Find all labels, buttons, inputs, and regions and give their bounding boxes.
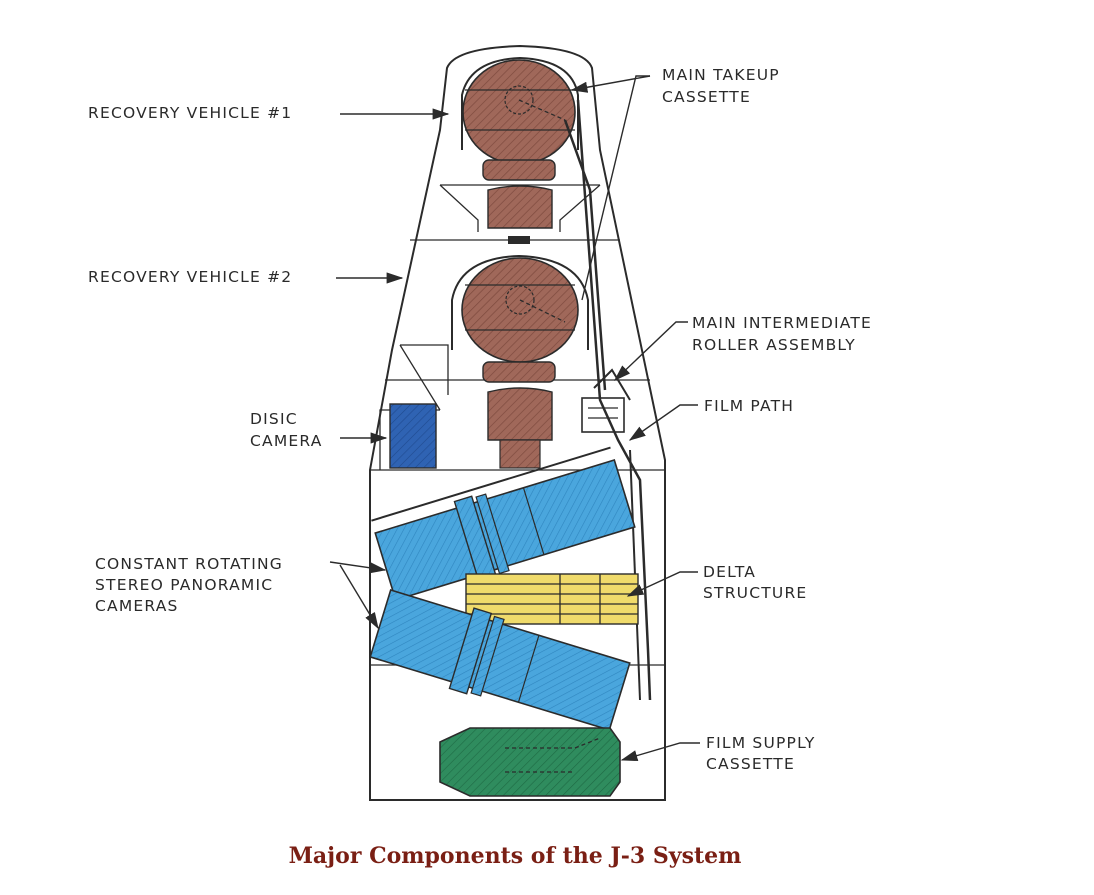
label-disic-1: DISIC [250, 410, 298, 428]
film-supply-cassette-block [439, 727, 621, 797]
label-recovery-vehicle-1: RECOVERY VEHICLE #1 [88, 104, 292, 122]
label-roller-assembly-1: MAIN INTERMEDIATE [692, 314, 872, 332]
label-roller-assembly-2: ROLLER ASSEMBLY [692, 336, 856, 354]
label-film-supply-1: FILM SUPPLY [706, 734, 816, 752]
label-film-path: FILM PATH [704, 397, 794, 415]
label-delta-2: STRUCTURE [703, 584, 807, 602]
label-panoramic-2: STEREO PANORAMIC [95, 576, 273, 594]
vehicle-outline [369, 44, 666, 801]
label-panoramic-1: CONSTANT ROTATING [95, 555, 283, 573]
j3-system-diagram: RECOVERY VEHICLE #1 MAIN TAKEUP CASSETTE… [88, 44, 872, 801]
figure-caption: Major Components of the J-3 System [288, 843, 742, 869]
leader-lines [329, 75, 700, 762]
label-main-takeup-cassette-2: CASSETTE [662, 88, 751, 106]
delta-structure-block [465, 573, 639, 625]
takeup-cassette-1 [462, 59, 576, 165]
takeup-cassette-2 [461, 257, 579, 363]
disic-camera [389, 403, 437, 469]
label-recovery-vehicle-2: RECOVERY VEHICLE #2 [88, 268, 292, 286]
panoramic-camera-lower [369, 588, 631, 732]
label-film-supply-2: CASSETTE [706, 755, 795, 773]
recovery-vehicle-1 [461, 56, 579, 244]
label-delta-1: DELTA [703, 563, 756, 581]
label-main-takeup-cassette-1: MAIN TAKEUP [662, 66, 780, 84]
recovery-vehicle-2 [451, 254, 589, 469]
roller-assembly [581, 368, 631, 433]
label-panoramic-3: CAMERAS [95, 597, 179, 615]
label-disic-2: CAMERA [250, 432, 323, 450]
